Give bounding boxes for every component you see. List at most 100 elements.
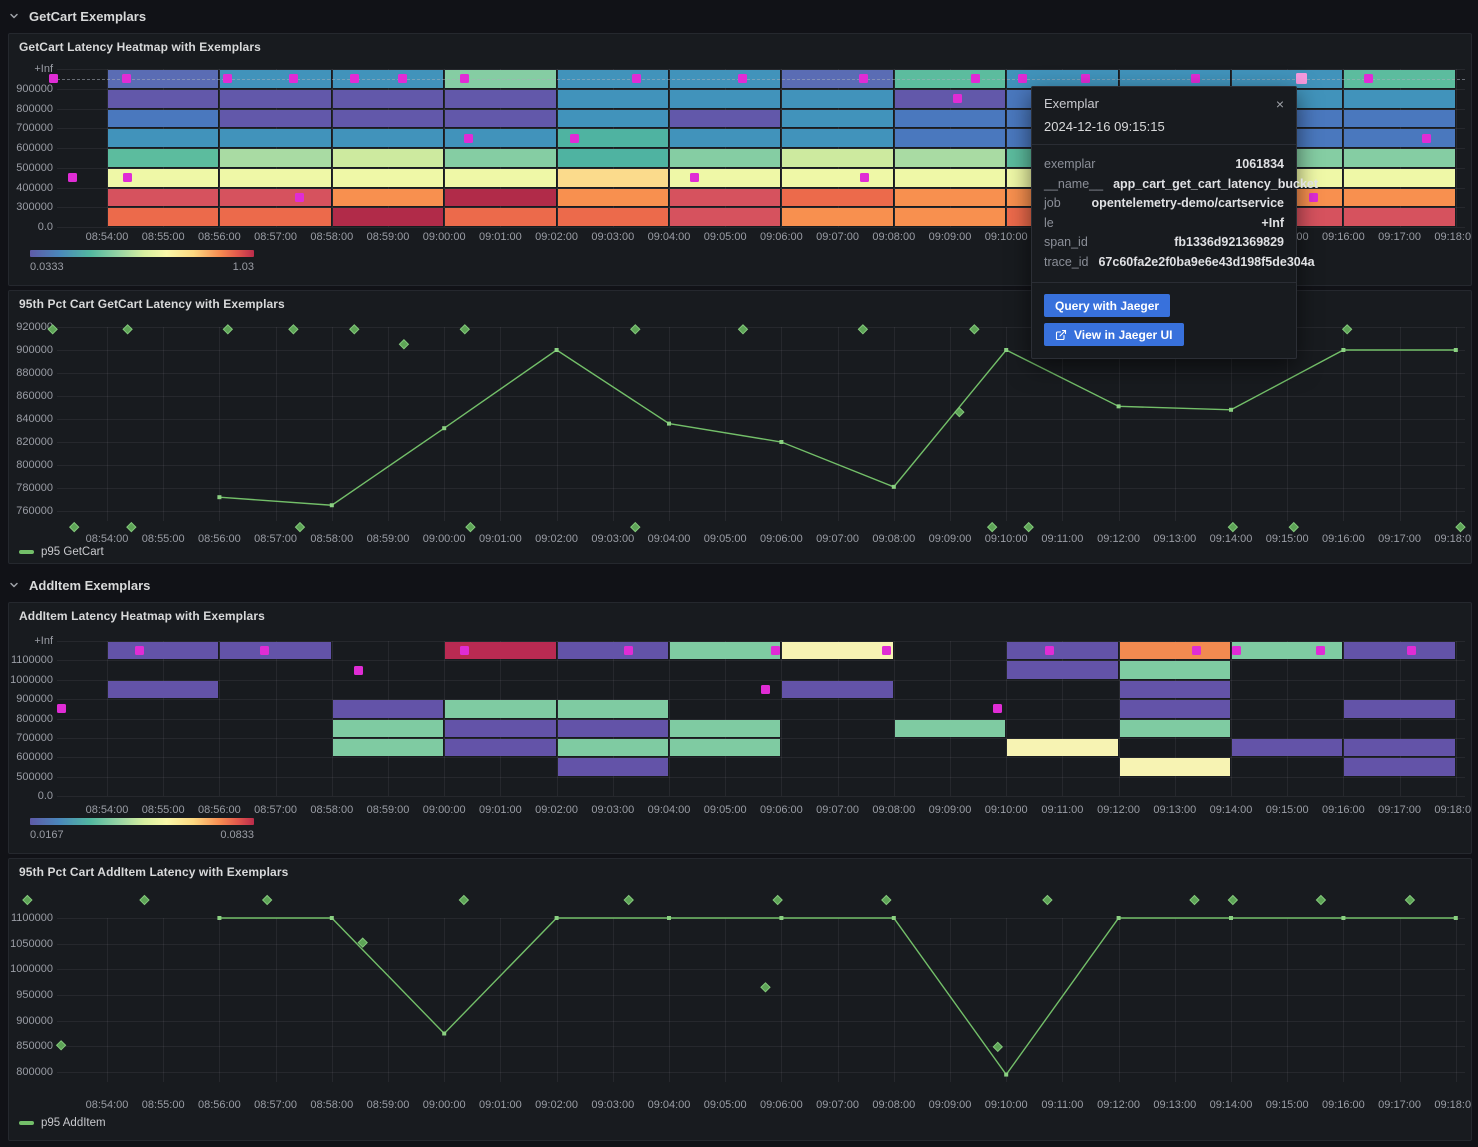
exemplar-marker[interactable] [993, 704, 1003, 714]
exemplar-marker[interactable] [631, 74, 641, 84]
data-point[interactable] [1229, 407, 1233, 412]
exemplar-marker[interactable] [464, 133, 474, 143]
data-point[interactable] [667, 916, 671, 920]
data-point[interactable] [779, 440, 784, 444]
exemplar-marker[interactable] [624, 646, 634, 656]
exemplar-marker[interactable] [460, 646, 470, 656]
exemplar-diamond[interactable] [139, 894, 150, 906]
exemplar-diamond[interactable] [126, 521, 137, 533]
data-point[interactable] [891, 916, 896, 920]
exemplar-diamond[interactable] [1455, 521, 1466, 533]
exemplar-diamond[interactable] [288, 324, 299, 335]
exemplar-diamond[interactable] [737, 324, 749, 335]
exemplar-diamond[interactable] [398, 339, 410, 350]
exemplar-diamond[interactable] [1404, 894, 1416, 906]
exemplar-diamond[interactable] [1023, 521, 1034, 533]
data-point[interactable] [1453, 348, 1458, 352]
exemplar-marker[interactable] [1081, 74, 1091, 84]
exemplar-marker[interactable] [122, 74, 132, 84]
exemplar-marker[interactable] [1191, 646, 1201, 656]
exemplar-marker[interactable] [689, 173, 699, 183]
exemplar-marker[interactable] [1316, 646, 1326, 656]
exemplar-marker[interactable] [353, 665, 363, 675]
exemplar-diamond[interactable] [760, 982, 771, 993]
exemplar-diamond[interactable] [1341, 324, 1353, 335]
exemplar-marker[interactable] [738, 74, 748, 84]
exemplar-diamond[interactable] [68, 521, 80, 533]
exemplar-diamond[interactable] [122, 324, 133, 335]
exemplar-diamond[interactable] [969, 324, 980, 335]
series-legend-item[interactable]: p95 GetCart [19, 546, 104, 558]
exemplar-diamond[interactable] [294, 521, 306, 533]
exemplar-diamond[interactable] [459, 324, 471, 335]
data-point[interactable] [667, 421, 671, 426]
data-point[interactable] [217, 916, 222, 920]
exemplar-diamond[interactable] [1227, 894, 1239, 906]
close-icon[interactable]: × [1275, 95, 1284, 112]
exemplar-diamond[interactable] [1288, 521, 1299, 533]
exemplar-marker[interactable] [123, 173, 133, 183]
exemplar-marker[interactable] [859, 74, 869, 84]
exemplar-diamond[interactable] [857, 324, 869, 335]
exemplar-marker[interactable] [1017, 74, 1027, 84]
data-point[interactable] [329, 916, 334, 920]
query-with-jaeger-button[interactable]: Query with Jaeger [1044, 294, 1171, 317]
exemplar-marker[interactable] [223, 74, 233, 84]
exemplar-marker[interactable] [1407, 646, 1417, 656]
exemplar-diamond[interactable] [458, 894, 470, 906]
exemplar-diamond[interactable] [630, 521, 641, 533]
exemplar-diamond[interactable] [630, 324, 641, 335]
exemplar-marker[interactable] [952, 94, 962, 104]
exemplar-diamond[interactable] [954, 406, 965, 418]
data-point[interactable] [217, 495, 222, 500]
section-header-additem[interactable]: AddItem Exemplars [8, 574, 150, 596]
exemplar-marker[interactable] [1190, 74, 1200, 84]
data-point[interactable] [1341, 348, 1346, 352]
exemplar-diamond[interactable] [986, 521, 998, 533]
exemplar-marker[interactable] [135, 646, 145, 656]
data-point[interactable] [1004, 348, 1009, 352]
exemplar-diamond[interactable] [357, 937, 368, 948]
exemplar-diamond[interactable] [261, 894, 273, 906]
exemplar-diamond[interactable] [1227, 521, 1239, 533]
exemplar-marker[interactable] [1422, 133, 1432, 143]
data-point[interactable] [329, 503, 334, 508]
exemplar-marker[interactable] [569, 133, 579, 143]
exemplar-diamond[interactable] [465, 521, 476, 533]
data-point[interactable] [891, 484, 896, 489]
exemplar-marker[interactable] [771, 646, 781, 656]
exemplar-diamond[interactable] [1315, 894, 1327, 906]
exemplar-marker-highlighted[interactable] [1295, 73, 1307, 85]
exemplar-marker[interactable] [397, 74, 407, 84]
data-point[interactable] [779, 916, 784, 920]
exemplar-marker[interactable] [881, 646, 891, 656]
exemplar-marker[interactable] [56, 704, 66, 714]
data-point[interactable] [1229, 916, 1233, 920]
exemplar-marker[interactable] [860, 173, 870, 183]
exemplar-marker[interactable] [259, 646, 269, 656]
exemplar-diamond[interactable] [992, 1041, 1004, 1053]
exemplar-marker[interactable] [460, 74, 470, 84]
data-point[interactable] [442, 1031, 447, 1036]
exemplar-marker[interactable] [1232, 646, 1242, 656]
exemplar-marker[interactable] [1308, 192, 1318, 202]
exemplar-diamond[interactable] [1042, 894, 1053, 906]
exemplar-diamond[interactable] [623, 894, 634, 906]
data-point[interactable] [1453, 916, 1458, 920]
section-header-getcart[interactable]: GetCart Exemplars [8, 5, 146, 27]
data-point[interactable] [1116, 404, 1121, 409]
exemplar-marker[interactable] [294, 192, 304, 202]
data-point[interactable] [1116, 916, 1121, 920]
exemplar-diamond[interactable] [47, 324, 58, 335]
exemplar-diamond[interactable] [1189, 894, 1200, 906]
exemplar-marker[interactable] [349, 74, 359, 84]
data-point[interactable] [554, 348, 559, 352]
exemplar-marker[interactable] [67, 173, 77, 183]
data-point[interactable] [442, 426, 447, 431]
exemplar-diamond[interactable] [881, 894, 892, 906]
exemplar-marker[interactable] [760, 685, 770, 694]
data-point[interactable] [554, 916, 559, 920]
exemplar-marker[interactable] [1044, 646, 1054, 656]
data-point[interactable] [1341, 916, 1346, 920]
exemplar-marker[interactable] [1364, 74, 1374, 84]
